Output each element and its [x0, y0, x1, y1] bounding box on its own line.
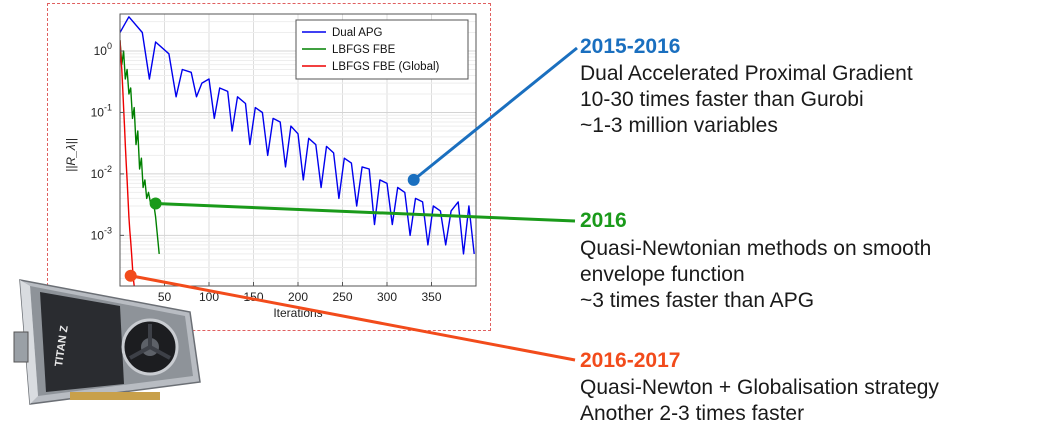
- marker-3: [124, 269, 137, 282]
- y-axis-label: ||R_λ||: [64, 138, 78, 172]
- x-tick-label: 300: [377, 290, 397, 304]
- x-tick-label: 200: [288, 290, 308, 304]
- annotation-1-line-2: 10-30 times faster than Gurobi: [580, 88, 864, 111]
- gpu-card-label: TITAN Z: [53, 325, 71, 368]
- annotation-2-line-3: ~3 times faster than APG: [580, 289, 815, 312]
- legend-label: Dual APG: [332, 27, 383, 39]
- x-tick-label: 350: [421, 290, 441, 304]
- y-tick-label: 10-3: [91, 225, 112, 242]
- annotation-3-header: 2016-2017: [580, 349, 681, 372]
- annotation-2-line-2: envelope function: [580, 263, 745, 286]
- leader-line-2: [155, 202, 576, 223]
- annotation-3-line-2: Another 2-3 times faster: [580, 402, 805, 425]
- x-tick-label: 50: [158, 290, 172, 304]
- marker-1: [407, 173, 420, 186]
- leader-line-3: [130, 274, 576, 362]
- annotation-1-line-3: ~1-3 million variables: [580, 114, 778, 137]
- series-line-3: [120, 40, 135, 286]
- annotation-2-header: 2016: [580, 209, 627, 232]
- annotation-2-line-1: Quasi-Newtonian methods on smooth: [580, 237, 932, 260]
- gpu-card-image: TITAN Z: [13, 279, 201, 405]
- x-tick-label: 250: [332, 290, 352, 304]
- x-tick-label: 100: [199, 290, 219, 304]
- series-line-1: [120, 16, 475, 255]
- leader-line-1: [412, 46, 578, 182]
- y-tick-label: 100: [94, 41, 112, 58]
- y-tick-label: 10-2: [91, 164, 112, 181]
- legend-label: LBFGS FBE: [332, 44, 396, 56]
- marker-2: [149, 197, 162, 210]
- chart-frame: [47, 3, 491, 331]
- legend-label: LBFGS FBE (Global): [332, 61, 440, 73]
- annotation-1-line-1: Dual Accelerated Proximal Gradient: [580, 62, 913, 85]
- annotation-1-header: 2015-2016: [580, 35, 681, 58]
- y-tick-label: 10-1: [91, 102, 112, 119]
- annotation-3-line-1: Quasi-Newton + Globalisation strategy: [580, 376, 939, 399]
